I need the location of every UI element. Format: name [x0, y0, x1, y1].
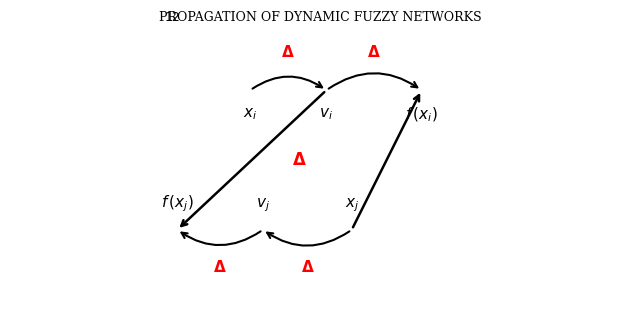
Text: Δ: Δ	[301, 260, 313, 275]
Text: PROPAGATION OF DYNAMIC FUZZY NETWORKS: PROPAGATION OF DYNAMIC FUZZY NETWORKS	[159, 11, 481, 24]
Text: Δ: Δ	[293, 151, 306, 169]
Text: Δ: Δ	[368, 45, 380, 60]
Text: $f\,(x_i)$: $f\,(x_i)$	[405, 106, 438, 124]
Text: $x_i$: $x_i$	[243, 106, 257, 122]
Text: $f\,(x_j)$: $f\,(x_j)$	[161, 193, 194, 214]
Text: 12: 12	[164, 11, 180, 24]
Text: $v_i$: $v_i$	[319, 106, 333, 122]
Text: $x_j$: $x_j$	[344, 196, 359, 214]
Text: $v_j$: $v_j$	[256, 196, 270, 214]
Text: Δ: Δ	[282, 45, 294, 60]
Text: Δ: Δ	[214, 260, 226, 275]
